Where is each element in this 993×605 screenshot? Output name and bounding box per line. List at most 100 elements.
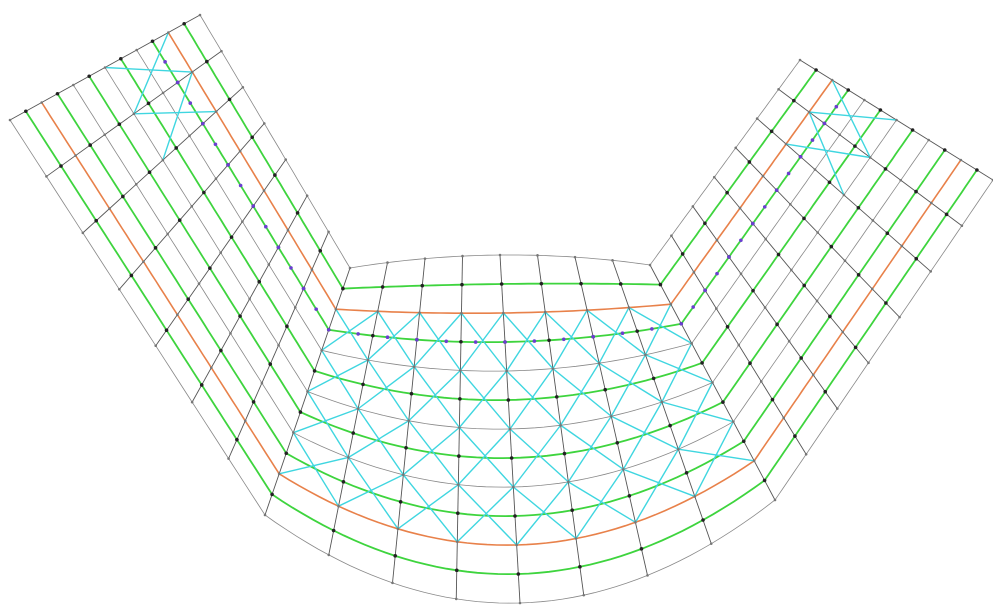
node xyxy=(634,521,637,524)
node xyxy=(270,492,274,497)
node xyxy=(166,232,169,236)
node xyxy=(8,118,12,122)
node xyxy=(547,338,551,343)
node xyxy=(420,283,425,288)
node xyxy=(337,504,340,508)
node xyxy=(117,122,122,127)
node xyxy=(81,231,85,235)
node xyxy=(709,542,713,545)
node xyxy=(412,365,416,369)
support-node xyxy=(679,321,684,326)
node xyxy=(539,281,544,286)
node xyxy=(284,158,288,161)
support-node xyxy=(356,332,360,336)
node xyxy=(459,339,463,344)
bracing xyxy=(162,71,193,161)
bracing xyxy=(397,484,459,530)
bracing xyxy=(279,456,349,475)
node xyxy=(190,205,194,208)
bracing xyxy=(347,420,410,459)
node xyxy=(811,373,815,377)
bracing xyxy=(456,486,514,543)
node xyxy=(738,206,742,210)
node xyxy=(798,58,802,62)
node xyxy=(910,128,915,132)
node xyxy=(914,256,919,261)
bracing xyxy=(419,312,461,371)
support-node xyxy=(276,245,281,250)
bracing xyxy=(567,415,612,483)
node xyxy=(146,101,151,106)
node xyxy=(899,178,903,182)
node xyxy=(611,259,614,262)
node xyxy=(460,311,463,315)
node xyxy=(459,369,462,372)
bracing xyxy=(347,457,399,530)
node xyxy=(391,581,394,585)
node xyxy=(277,472,281,476)
bracing xyxy=(544,311,600,364)
node xyxy=(516,572,521,576)
node xyxy=(88,143,92,147)
node xyxy=(295,211,300,215)
node xyxy=(684,471,689,475)
node xyxy=(208,266,212,270)
node xyxy=(103,66,107,69)
bracing xyxy=(408,420,459,486)
node xyxy=(711,381,714,384)
support-node xyxy=(201,121,205,126)
bracing xyxy=(552,368,612,417)
bracing xyxy=(506,311,546,372)
node xyxy=(402,473,405,477)
node xyxy=(777,87,780,91)
node xyxy=(108,207,111,210)
node xyxy=(748,361,752,366)
node xyxy=(739,272,743,276)
node xyxy=(318,248,323,253)
support-node xyxy=(444,339,449,344)
node xyxy=(177,218,182,222)
node xyxy=(747,160,752,164)
bracing xyxy=(809,111,897,121)
bracing xyxy=(460,312,508,372)
bracing xyxy=(634,448,679,523)
node xyxy=(455,540,459,544)
bracing xyxy=(306,391,349,458)
node xyxy=(627,494,632,498)
node xyxy=(927,138,930,142)
node xyxy=(651,376,656,381)
bracing xyxy=(785,143,871,159)
node xyxy=(284,451,289,456)
node xyxy=(393,554,398,558)
node xyxy=(737,343,741,347)
node xyxy=(366,358,370,362)
bracing xyxy=(402,426,460,476)
node xyxy=(660,400,664,404)
support-node xyxy=(751,221,755,226)
node xyxy=(512,485,515,489)
node xyxy=(331,528,336,533)
node xyxy=(677,447,680,451)
node xyxy=(646,574,649,577)
support-node xyxy=(238,183,243,188)
node xyxy=(570,508,574,513)
bracing xyxy=(552,309,588,369)
node xyxy=(457,483,460,486)
node xyxy=(615,440,620,445)
node xyxy=(513,514,517,518)
node xyxy=(454,568,459,573)
support-node xyxy=(301,286,306,291)
node xyxy=(597,361,601,365)
node xyxy=(351,431,356,435)
node xyxy=(627,306,631,309)
node xyxy=(942,148,947,152)
node xyxy=(585,308,589,312)
node xyxy=(24,109,28,114)
node xyxy=(669,302,673,306)
node xyxy=(161,91,165,95)
node xyxy=(74,154,77,157)
node xyxy=(135,48,138,52)
node xyxy=(842,193,846,197)
